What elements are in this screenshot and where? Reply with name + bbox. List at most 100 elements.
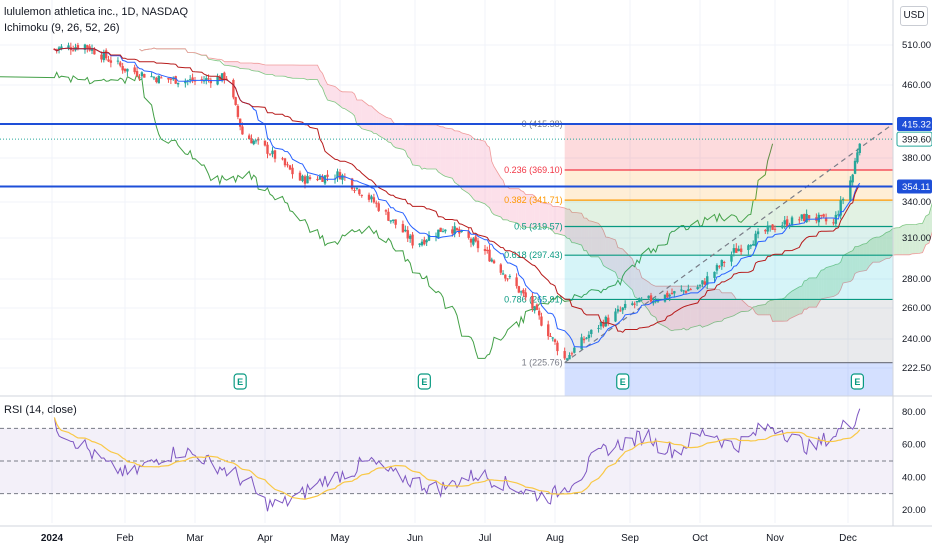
cloud-segment bbox=[625, 251, 633, 290]
cloud-segment bbox=[552, 206, 555, 234]
cloud-segment bbox=[251, 63, 254, 71]
candle-body bbox=[790, 217, 794, 226]
fib-zone bbox=[564, 255, 893, 300]
cloud-segment bbox=[581, 213, 585, 251]
candle-body bbox=[472, 238, 475, 245]
cloud-segment bbox=[471, 135, 474, 200]
candle-body bbox=[119, 62, 122, 66]
candle-body bbox=[367, 194, 371, 200]
candle-body bbox=[437, 229, 440, 238]
cloud-segment bbox=[242, 63, 250, 70]
cloud-segment bbox=[899, 225, 903, 255]
candle-body bbox=[851, 174, 854, 183]
cloud-segment bbox=[639, 269, 642, 302]
candle-body bbox=[730, 254, 733, 262]
candle-body bbox=[771, 224, 774, 230]
earnings-marker[interactable]: E bbox=[233, 373, 247, 390]
candle-body bbox=[680, 289, 683, 291]
cloud-segment bbox=[521, 190, 524, 228]
cloud-segment bbox=[489, 147, 492, 213]
candle-body bbox=[849, 180, 852, 201]
cloud-segment bbox=[704, 286, 708, 327]
cloud-segment bbox=[302, 65, 305, 79]
time-tick-label: Nov bbox=[766, 533, 784, 544]
fib-zone bbox=[564, 123, 893, 170]
earnings-letter: E bbox=[421, 377, 427, 387]
fib-trend-line[interactable] bbox=[564, 123, 894, 364]
candle-body bbox=[590, 329, 593, 335]
candle-body bbox=[100, 54, 103, 60]
cloud-segment bbox=[412, 124, 420, 167]
cloud-segment bbox=[422, 124, 425, 170]
cloud-segment bbox=[840, 255, 844, 290]
candle-body bbox=[384, 210, 388, 212]
candle-body bbox=[822, 214, 825, 217]
cloud-segment bbox=[507, 187, 510, 222]
cloud-segment bbox=[305, 65, 308, 80]
time-tick-label: May bbox=[331, 533, 350, 544]
currency-button[interactable]: USD bbox=[900, 6, 928, 26]
candle-body bbox=[614, 311, 617, 322]
price-tick-label: 510.00 bbox=[902, 40, 931, 51]
ichimoku-indicator-label[interactable]: Ichimoku (9, 26, 52, 26) bbox=[4, 22, 120, 34]
candle-body bbox=[200, 79, 203, 81]
fib-zone bbox=[564, 200, 893, 227]
cloud-segment bbox=[445, 127, 453, 179]
candle-body bbox=[488, 249, 491, 262]
candle-body bbox=[689, 289, 692, 291]
candle-body bbox=[817, 214, 820, 223]
time-tick-label: Jul bbox=[479, 533, 492, 544]
cloud-segment bbox=[292, 64, 300, 79]
cloud-segment bbox=[325, 79, 328, 101]
candle-body bbox=[133, 67, 136, 73]
candle-body bbox=[338, 172, 342, 180]
candle-body bbox=[425, 240, 428, 243]
time-tick-label: Apr bbox=[257, 533, 273, 544]
rsi-indicator-label[interactable]: RSI (14, close) bbox=[4, 404, 77, 416]
candle-body bbox=[301, 175, 304, 182]
cloud-segment bbox=[855, 246, 858, 274]
price-tick-label: 460.00 bbox=[902, 80, 931, 91]
earnings-marker[interactable]: E bbox=[850, 373, 865, 390]
cloud-segment bbox=[919, 223, 923, 254]
cloud-segment bbox=[307, 65, 310, 80]
candle-body bbox=[783, 220, 786, 225]
candle-body bbox=[673, 291, 676, 294]
candle-body bbox=[652, 301, 655, 304]
rsi-pane bbox=[0, 408, 893, 512]
cloud-segment bbox=[224, 61, 227, 66]
cloud-segment bbox=[473, 138, 476, 202]
candle-body bbox=[209, 79, 213, 84]
candle-body bbox=[411, 234, 414, 246]
price-tick-label: 340.00 bbox=[902, 197, 931, 208]
cloud-segment bbox=[925, 214, 930, 245]
candle-body bbox=[377, 203, 380, 211]
time-tick-label: 2024 bbox=[41, 533, 64, 544]
candle-body bbox=[706, 276, 709, 285]
cloud-segment bbox=[915, 223, 920, 254]
cloud-segment bbox=[407, 124, 411, 159]
candle-body bbox=[768, 225, 772, 228]
time-tick-label: Jun bbox=[407, 533, 423, 544]
candle-body bbox=[143, 74, 146, 78]
candle-body bbox=[701, 280, 704, 285]
price-tag: 415.32 bbox=[897, 117, 932, 131]
cloud-segment bbox=[632, 258, 635, 297]
cloud-segment bbox=[505, 186, 508, 220]
cloud-segment bbox=[485, 141, 488, 207]
candle-body bbox=[490, 259, 493, 262]
price-tag-label: 415.32 bbox=[902, 120, 931, 131]
candle-body bbox=[713, 271, 716, 278]
cloud-segment bbox=[586, 218, 589, 256]
cloud-segment bbox=[598, 223, 601, 261]
candle-body bbox=[535, 304, 539, 310]
candle-body bbox=[268, 154, 272, 156]
candle-body bbox=[273, 150, 277, 159]
candle-body bbox=[93, 49, 96, 55]
candle-body bbox=[53, 48, 56, 50]
earnings-marker[interactable]: E bbox=[616, 373, 630, 390]
candle-body bbox=[174, 76, 177, 84]
candle-body bbox=[803, 214, 806, 222]
candle-body bbox=[76, 45, 80, 50]
earnings-marker[interactable]: E bbox=[417, 373, 431, 390]
